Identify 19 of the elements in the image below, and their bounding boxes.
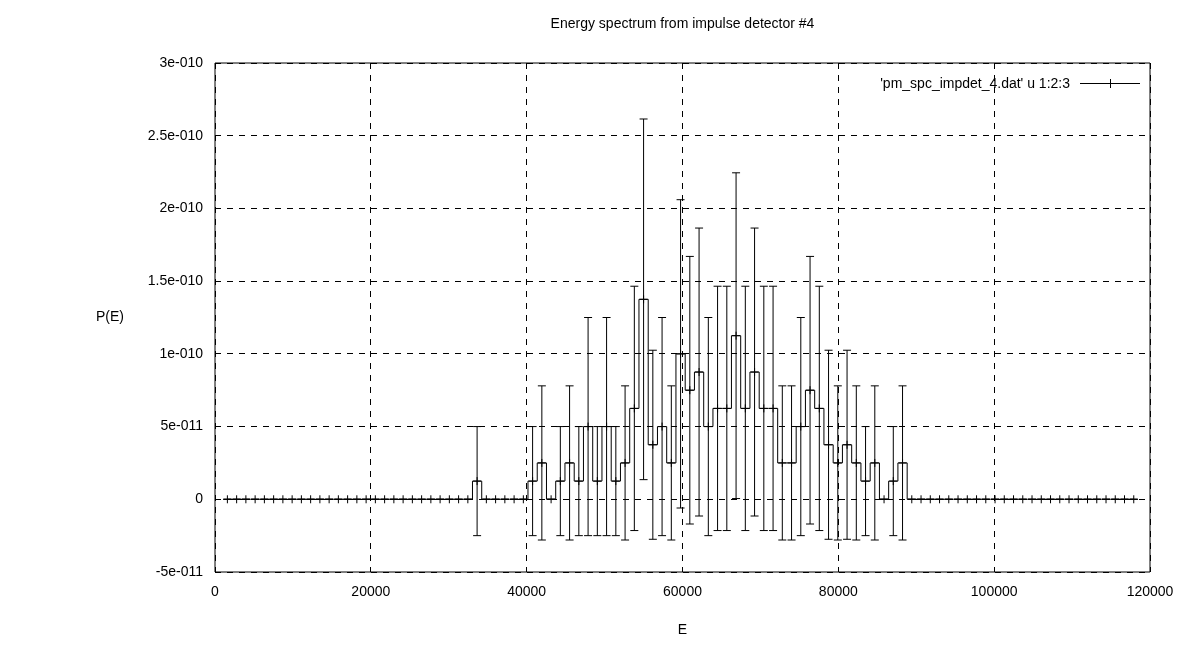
x-tick-label: 60000: [663, 583, 703, 600]
y-tick-label: 5e-011: [160, 417, 204, 434]
x-tick-label: 20000: [351, 583, 391, 600]
y-tick-label: 0: [195, 490, 204, 507]
chart-title: Energy spectrum from impulse detector #4: [550, 14, 815, 31]
y-tick-label: 2.5e-010: [147, 126, 204, 143]
y-axis-title: P(E): [96, 308, 124, 325]
y-tick-label: 1.5e-010: [147, 272, 204, 288]
x-tick-label: 120000: [1126, 583, 1174, 600]
legend-label: 'pm_spc_impdet_4.dat' u 1:2:3: [880, 74, 1070, 93]
x-axis-title: E: [677, 620, 688, 637]
x-tick-label: 0: [211, 583, 220, 600]
x-tick-label: 40000: [507, 583, 547, 600]
x-tick-label: 80000: [818, 583, 859, 600]
y-tick-label: 1e-010: [159, 344, 204, 361]
y-tick-label: 2e-010: [159, 199, 204, 216]
x-tick-label: 100000: [970, 583, 1018, 600]
y-tick-label: -5e-011: [155, 562, 204, 579]
y-tick-label: 3e-010: [159, 53, 204, 70]
